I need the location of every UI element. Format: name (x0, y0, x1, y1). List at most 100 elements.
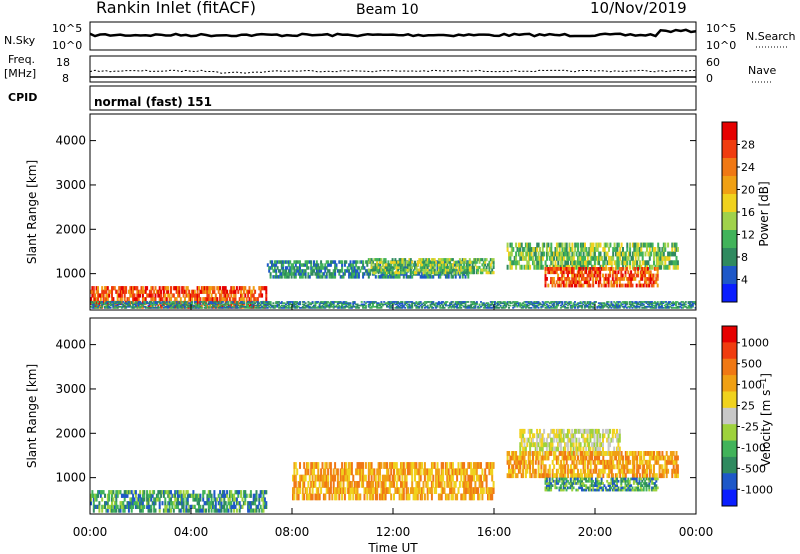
echo-cell (346, 303, 349, 306)
echo-cell (449, 263, 452, 267)
echo-cell (303, 301, 306, 303)
echo-cell (586, 273, 589, 278)
echo-cell (162, 301, 165, 303)
echo-cell (475, 301, 478, 303)
echo-cell (666, 303, 669, 306)
echo-cell (357, 272, 360, 276)
echo-cell (212, 304, 214, 307)
echo-cell (303, 462, 306, 469)
echo-cell (613, 305, 616, 308)
echo-cell (206, 289, 209, 294)
echo-cell (132, 297, 135, 302)
echo-cell (628, 307, 631, 309)
echo-cell (238, 508, 241, 513)
echo-cell (376, 304, 379, 307)
echo-cell (538, 303, 541, 306)
echo-cell (91, 304, 94, 307)
echo-cell (226, 293, 229, 298)
echo-cell (219, 501, 222, 506)
echo-cell (341, 263, 344, 267)
echo-cell (593, 260, 596, 266)
echo-cell (245, 297, 248, 302)
echo-cell (195, 307, 198, 309)
echo-cell (91, 493, 94, 498)
echo-cell (380, 268, 383, 272)
echo-cell (350, 263, 353, 267)
echo-cell (388, 303, 391, 306)
echo-cell (352, 263, 355, 267)
echo-cell (366, 493, 369, 501)
echo-cell (664, 247, 667, 252)
echo-cell (460, 263, 463, 267)
echo-cell (226, 289, 229, 294)
echo-cell (282, 269, 285, 273)
echo-cell (537, 304, 540, 307)
echo-cell (627, 251, 630, 257)
echo-cell (367, 303, 370, 306)
echo-cell (102, 490, 105, 495)
echo-cell (519, 247, 522, 252)
echo-cell (419, 258, 422, 262)
echo-cell (436, 266, 439, 270)
echo-cell (480, 305, 482, 308)
echo-cell (188, 303, 191, 306)
echo-cell (571, 255, 574, 261)
echo-cell (331, 272, 334, 276)
echo-cell (480, 271, 482, 275)
echo-cell (575, 283, 578, 288)
echo-cell (386, 305, 388, 308)
echo-cell (160, 289, 163, 294)
echo-cell (550, 260, 553, 266)
echo-cell (168, 501, 171, 506)
echo-cell (186, 490, 189, 495)
echo-cell (123, 293, 126, 298)
echo-cell (196, 300, 199, 305)
echo-cell (226, 307, 229, 309)
echo-cell (262, 501, 265, 506)
echo-cell (329, 302, 332, 304)
echo-cell (531, 442, 534, 448)
echo-cell (234, 305, 237, 308)
echo-cell (175, 501, 178, 506)
echo-cell (444, 304, 447, 307)
echo-cell (505, 302, 508, 304)
echo-cell (210, 305, 213, 308)
echo-cell (660, 303, 663, 306)
echo-cell (153, 490, 156, 495)
echo-cell (328, 307, 331, 309)
echo-cell (143, 297, 146, 302)
echo-cell (299, 481, 301, 488)
echo-cell (242, 301, 245, 303)
echo-cell (397, 263, 400, 267)
echo-cell (428, 301, 431, 303)
echo-cell (113, 302, 116, 304)
echo-cell (278, 260, 280, 264)
echo-cell (444, 275, 447, 279)
echo-cell (167, 307, 170, 309)
echo-cell (653, 302, 656, 304)
echo-cell (251, 289, 254, 294)
echo-cell (181, 493, 184, 498)
echo-cell (657, 255, 660, 261)
echo-cell (442, 305, 445, 308)
echo-cell (579, 270, 582, 275)
echo-cell (391, 474, 394, 482)
echo-cell (642, 304, 645, 307)
echo-cell (581, 307, 583, 309)
echo-cell (178, 307, 181, 309)
echo-cell (430, 462, 433, 469)
echo-cell (510, 260, 513, 266)
echo-cell (543, 303, 546, 306)
echo-cell (616, 283, 618, 288)
echo-cell (334, 301, 337, 303)
echo-cell (118, 302, 121, 304)
echo-cell (254, 297, 257, 302)
echo-cell (677, 305, 680, 308)
echo-cell (388, 271, 391, 275)
echo-cell (227, 303, 230, 306)
echo-cell (464, 271, 467, 275)
power-ylabel: Slant Range [km] (25, 160, 39, 264)
echo-cell (633, 247, 636, 252)
echo-cell (584, 264, 586, 270)
echo-cell (161, 304, 164, 307)
